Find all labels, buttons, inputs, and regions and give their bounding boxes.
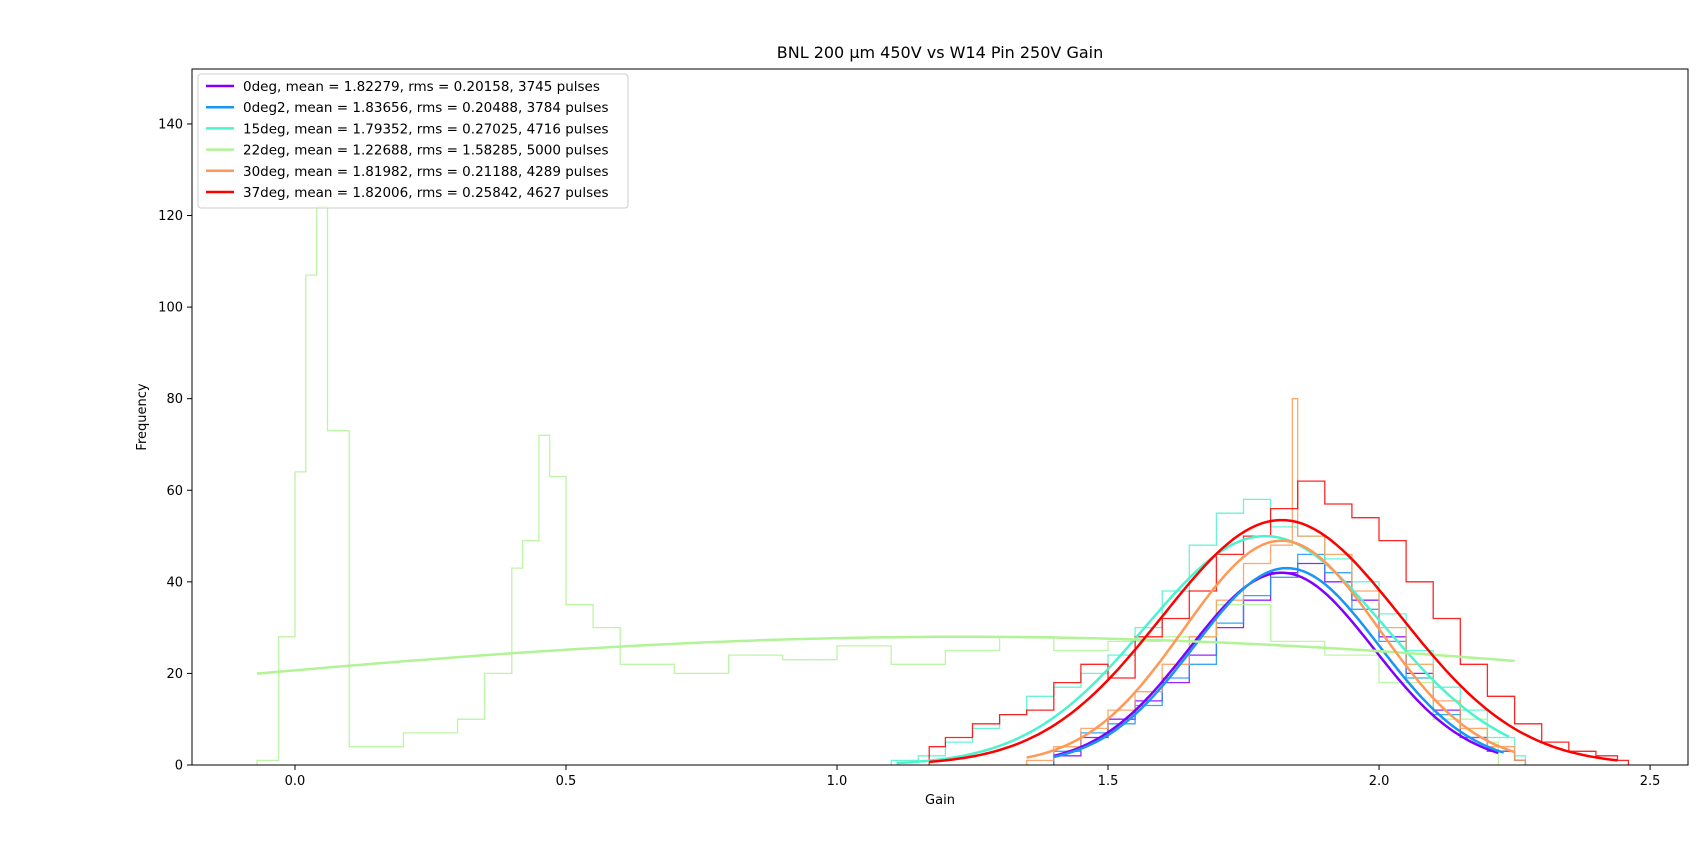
chart-title: BNL 200 µm 450V vs W14 Pin 250V Gain [777,43,1103,62]
fit-curve-series-1 [1053,566,1505,759]
x-tick-label: 2.5 [1640,774,1661,789]
axis-ticks: 0.0 0.5 1.0 1.5 2.0 2.5 0 20 40 60 80 100 120 140 [158,117,1660,789]
y-tick-label: 120 [158,209,183,224]
histogram-series-5 [928,480,1630,765]
x-tick-label: 1.0 [827,774,848,789]
legend-entry-1: 0deg2, mean = 1.83656, rms = 0.20488, 37… [243,100,609,116]
fit-curve-series-5 [929,518,1618,764]
y-axis-label: Frequency [135,383,150,450]
fit-curve-series-3 [256,635,1515,675]
legend-entry-0: 0deg, mean = 1.82279, rms = 0.20158, 374… [243,79,600,95]
legend-entry-5: 37deg, mean = 1.82006, rms = 0.25842, 46… [243,185,609,201]
y-tick-label: 80 [166,392,183,407]
y-tick-label: 100 [158,301,183,316]
x-axis-label: Gain [925,793,955,808]
y-tick-label: 60 [166,484,183,499]
fit-curve-series-4 [1026,539,1516,759]
legend-entry-2: 15deg, mean = 1.79352, rms = 0.27025, 47… [243,121,609,137]
fit-curve-series-0 [1053,571,1499,758]
y-tick-label: 140 [158,117,183,132]
x-tick-label: 1.5 [1098,774,1119,789]
legend-entry-3: 22deg, mean = 1.22688, rms = 1.58285, 50… [243,143,609,159]
x-tick-label: 2.0 [1369,774,1390,789]
y-tick-label: 0 [175,759,183,774]
legend-entry-4: 30deg, mean = 1.81982, rms = 0.21188, 42… [243,164,609,180]
histogram-series-3 [256,205,1499,765]
axes-frame [191,68,1689,766]
y-tick-label: 20 [166,667,183,682]
histogram-series-1 [1053,553,1527,765]
legend-box [197,73,629,209]
x-tick-label: 0.0 [285,774,306,789]
x-tick-label: 0.5 [556,774,577,789]
legend: 0deg, mean = 1.82279, rms = 0.20158, 374… [197,73,629,209]
y-tick-label: 40 [166,575,183,590]
plot-area [256,205,1630,765]
